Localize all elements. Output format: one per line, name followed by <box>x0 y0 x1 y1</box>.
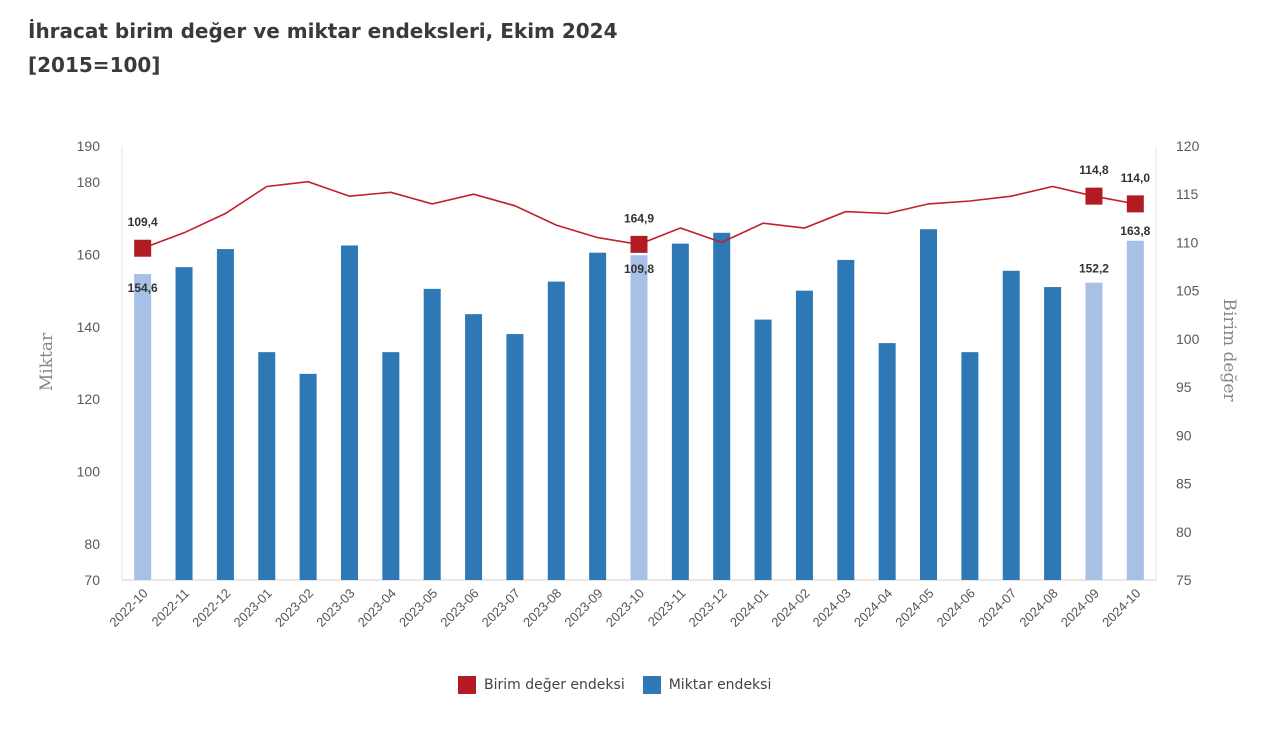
bars-layer <box>134 229 1144 581</box>
bar-2022-12 <box>216 249 234 580</box>
right-tick-label: 110 <box>1176 234 1199 250</box>
bar-2024-05 <box>920 229 938 580</box>
markers-layer <box>134 187 1144 257</box>
legend-label-birim-deger: Birim değer endeksi <box>484 677 625 693</box>
legend-swatch-birim-deger <box>458 676 476 694</box>
x-tick-label: 2023-09 <box>561 586 605 630</box>
bar-2023-05 <box>423 288 441 580</box>
bar-2024-03 <box>837 259 855 580</box>
bar-2024-04 <box>878 343 896 580</box>
right-axis-title: Birim değer <box>1219 298 1239 402</box>
data-label: 109,4 <box>128 215 158 229</box>
right-tick-label: 80 <box>1176 524 1192 540</box>
x-tick-label: 2023-11 <box>645 586 689 630</box>
x-tick-label: 2024-10 <box>1099 586 1143 630</box>
bar-2023-09 <box>589 252 607 581</box>
bar-2023-04 <box>382 352 400 580</box>
bar-2023-06 <box>465 314 483 580</box>
bar-2023-03 <box>340 245 358 581</box>
left-axis-title: Miktar <box>37 332 57 391</box>
bar-2024-01 <box>754 319 772 580</box>
bar-2023-01 <box>258 352 276 580</box>
left-tick-label: 80 <box>84 536 100 552</box>
bar-2022-11 <box>175 267 193 580</box>
marker-2022-10 <box>134 239 152 257</box>
right-tick-label: 85 <box>1176 476 1192 492</box>
data-labels-layer: 109,4 154,6 164,9 109,8 114,8 152,2 114,0 163,8 <box>128 163 1151 295</box>
x-tick-label: 2023-05 <box>396 586 440 630</box>
chart-title-line-2: [2015=100] <box>28 53 161 77</box>
x-tick-label: 2022-11 <box>148 586 192 630</box>
right-tick-label: 75 <box>1176 572 1192 588</box>
x-tick-label: 2024-04 <box>851 586 895 630</box>
x-tick-label: 2023-07 <box>479 586 523 630</box>
right-tick-label: 115 <box>1176 186 1199 202</box>
legend-item-birim-deger: Birim değer endeksi <box>458 676 625 694</box>
bar-2023-08 <box>547 281 565 580</box>
data-label: 109,8 <box>624 262 654 276</box>
data-label: 152,2 <box>1079 262 1109 276</box>
x-tick-label: 2023-06 <box>437 586 481 630</box>
x-tick-label: 2024-06 <box>934 586 978 630</box>
x-tick-label: 2022-12 <box>189 586 233 630</box>
bar-2023-11 <box>671 243 689 580</box>
x-tick-label: 2024-03 <box>810 586 854 630</box>
right-tick-label: 100 <box>1176 331 1200 347</box>
x-tick-label: 2024-05 <box>892 586 936 630</box>
x-tick-label: 2023-10 <box>603 586 647 630</box>
data-label: 114,8 <box>1079 163 1109 177</box>
bar-2023-12 <box>713 232 731 581</box>
chart-title: İhracat birim değer ve miktar endeksleri… <box>28 14 618 82</box>
bar-2022-10 <box>134 274 152 580</box>
left-tick-label: 190 <box>77 138 101 154</box>
bar-2024-08 <box>1044 287 1062 580</box>
x-tick-label: 2023-12 <box>685 586 729 630</box>
left-tick-label: 100 <box>77 464 101 480</box>
bar-2024-02 <box>795 290 813 580</box>
right-tick-label: 120 <box>1176 138 1200 154</box>
marker-2023-10 <box>630 235 648 253</box>
legend: Birim değer endeksi Miktar endeksi <box>458 676 789 694</box>
x-tick-label: 2024-09 <box>1058 586 1102 630</box>
x-tick-label: 2023-02 <box>272 586 316 630</box>
x-tick-label: 2023-04 <box>355 586 399 630</box>
legend-item-miktar: Miktar endeksi <box>642 676 772 694</box>
left-tick-label: 120 <box>77 391 101 407</box>
marker-2024-10 <box>1126 195 1144 213</box>
x-tick-label: 2024-02 <box>768 586 812 630</box>
bar-2023-02 <box>299 373 317 580</box>
bar-2024-07 <box>1002 270 1020 580</box>
bar-2024-06 <box>961 352 979 580</box>
legend-label-miktar: Miktar endeksi <box>668 677 772 693</box>
x-tick-label: 2023-08 <box>520 586 564 630</box>
right-tick-label: 90 <box>1176 427 1192 443</box>
marker-2024-09 <box>1085 187 1103 205</box>
x-tick-label: 2023-03 <box>313 586 357 630</box>
bar-2023-07 <box>506 334 524 580</box>
left-tick-label: 70 <box>84 572 100 588</box>
x-tick-label: 2022-10 <box>106 586 150 630</box>
data-label: 114,0 <box>1121 171 1151 185</box>
bar-2023-10 <box>630 255 648 580</box>
chart-title-line-1: İhracat birim değer ve miktar endeksleri… <box>28 19 618 43</box>
right-tick-label: 95 <box>1176 379 1192 395</box>
x-tick-label: 2024-08 <box>1016 586 1060 630</box>
left-tick-label: 140 <box>77 319 101 335</box>
data-label: 154,6 <box>128 281 158 295</box>
x-tick-label: 2024-07 <box>975 586 1019 630</box>
right-tick-label: 105 <box>1176 283 1200 299</box>
x-tick-label: 2023-01 <box>231 586 275 630</box>
data-label: 164,9 <box>624 211 654 225</box>
legend-swatch-miktar <box>642 676 661 694</box>
bar-2024-09 <box>1085 282 1103 580</box>
x-tick-label: 2024-01 <box>727 586 771 630</box>
bar-2024-10 <box>1126 240 1144 581</box>
data-label: 163,8 <box>1120 224 1150 238</box>
left-tick-label: 160 <box>77 247 101 263</box>
left-tick-label: 180 <box>77 174 101 190</box>
